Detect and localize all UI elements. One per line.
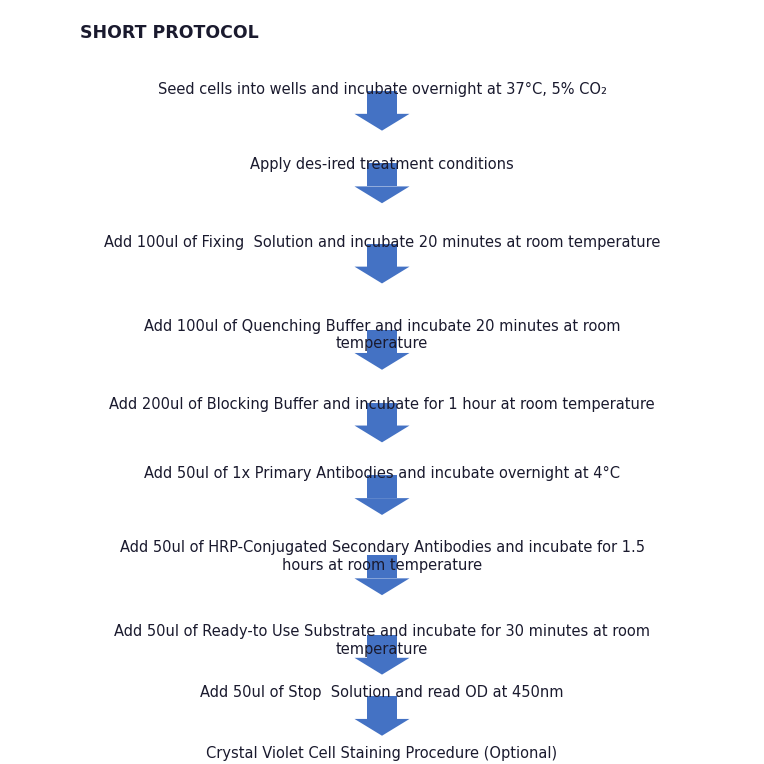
- Polygon shape: [354, 658, 410, 675]
- Polygon shape: [354, 114, 410, 131]
- Bar: [367, 555, 397, 578]
- Text: Seed cells into wells and incubate overnight at 37°C, 5% CO₂: Seed cells into wells and incubate overn…: [157, 82, 607, 97]
- Bar: [367, 91, 397, 114]
- Bar: [367, 475, 397, 498]
- Polygon shape: [354, 353, 410, 370]
- Polygon shape: [354, 426, 410, 442]
- Polygon shape: [354, 578, 410, 595]
- Bar: [367, 635, 397, 658]
- Polygon shape: [354, 498, 410, 515]
- Polygon shape: [354, 186, 410, 203]
- Bar: [367, 330, 397, 353]
- Text: Add 100ul of Fixing  Solution and incubate 20 minutes at room temperature: Add 100ul of Fixing Solution and incubat…: [104, 235, 660, 250]
- Text: Crystal Violet Cell Staining Procedure (Optional): Crystal Violet Cell Staining Procedure (…: [206, 746, 558, 762]
- Text: Apply des­ired treatment conditions: Apply des­ired treatment conditions: [250, 157, 514, 172]
- Text: SHORT PROTOCOL: SHORT PROTOCOL: [80, 24, 259, 43]
- Text: Add 100ul of Quenching Buffer and incubate 20 minutes at room
temperature: Add 100ul of Quenching Buffer and incuba…: [144, 319, 620, 351]
- Text: Add 50ul of Stop  Solution and read OD at 450nm: Add 50ul of Stop Solution and read OD at…: [200, 685, 564, 701]
- Bar: [367, 403, 397, 426]
- Text: Add 50ul of Ready-to Use Substrate and incubate for 30 minutes at room
temperatu: Add 50ul of Ready-to Use Substrate and i…: [114, 624, 650, 656]
- Text: Add 200ul of Blocking Buffer and incubate for 1 hour at room temperature: Add 200ul of Blocking Buffer and incubat…: [109, 397, 655, 413]
- Polygon shape: [354, 267, 410, 283]
- Polygon shape: [354, 719, 410, 736]
- Text: Add 50ul of HRP-Conjugated Secondary Antibodies and incubate for 1.5
hours at ro: Add 50ul of HRP-Conjugated Secondary Ant…: [119, 540, 645, 572]
- Bar: [367, 244, 397, 267]
- Bar: [367, 163, 397, 186]
- Bar: [367, 696, 397, 719]
- Text: Add 50ul of 1x Primary Antibodies and incubate overnight at 4°C: Add 50ul of 1x Primary Antibodies and in…: [144, 466, 620, 481]
